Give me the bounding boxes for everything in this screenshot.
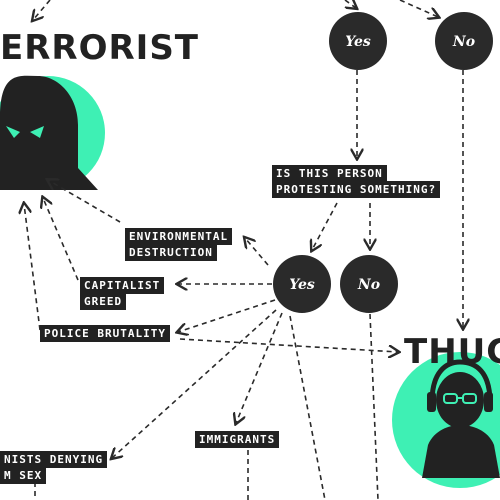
thug-headphones-icon (392, 352, 500, 488)
capitalist-label-1: CAPITALIST (80, 277, 165, 294)
environmental-label-2: DESTRUCTION (125, 244, 217, 261)
connector-arrows (24, 0, 463, 500)
question-line-1: IS THIS PERSON (272, 165, 387, 182)
immigrants-label: IMMIGRANTS (195, 431, 280, 448)
mid-yes-node: Yes (273, 255, 331, 313)
svg-text:No: No (452, 34, 475, 50)
top-no-node: No (435, 12, 493, 70)
denying-label-1: NISTS DENYING (0, 451, 108, 468)
mid-no-node: No (340, 255, 398, 313)
thug-title: THUG (404, 332, 500, 372)
denying-label-2: M SEX (0, 467, 47, 484)
terrorist-title: ERRORIST (0, 28, 200, 68)
hooded-terrorist-icon (0, 75, 105, 190)
svg-text:Yes: Yes (345, 34, 371, 50)
svg-text:Yes: Yes (289, 277, 315, 293)
environmental-label-1: ENVIRONMENTAL (125, 228, 233, 245)
top-yes-node: Yes (329, 12, 387, 70)
svg-text:No: No (357, 277, 380, 293)
police-brutality-label: POLICE BRUTALITY (40, 325, 170, 342)
capitalist-label-2: GREED (80, 293, 127, 310)
question-line-2: PROTESTING SOMETHING? (272, 181, 441, 198)
